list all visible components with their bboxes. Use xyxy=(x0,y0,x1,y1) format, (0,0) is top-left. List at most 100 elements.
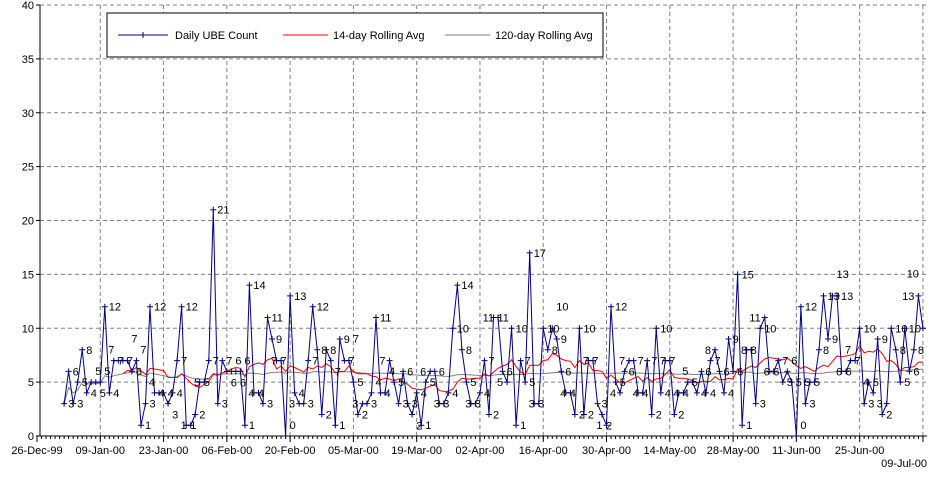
data-label: 4 xyxy=(484,388,490,400)
data-label: 10 xyxy=(907,268,919,280)
data-point-marker xyxy=(133,357,140,364)
data-point-marker xyxy=(861,400,868,407)
data-label: 6 xyxy=(737,366,743,378)
data-label: 7 xyxy=(131,334,137,346)
data-label: 7 xyxy=(271,356,277,368)
y-tick-label: 30 xyxy=(22,108,34,120)
data-label: 21 xyxy=(217,205,229,217)
data-label: 6 xyxy=(705,366,711,378)
data-label: 6 xyxy=(240,377,246,389)
data-point-marker xyxy=(784,368,791,375)
legend-label-120day: 120-day Rolling Avg xyxy=(495,30,593,42)
data-label: 5 xyxy=(204,377,210,389)
data-label: 9 xyxy=(882,334,888,346)
data-label: 3 xyxy=(172,410,178,422)
data-label: 6 xyxy=(913,366,919,378)
data-point-marker xyxy=(815,346,822,353)
data-label: 14 xyxy=(253,280,265,292)
data-point-marker xyxy=(192,411,199,418)
data-label: 3 xyxy=(150,399,156,411)
data-point-marker xyxy=(811,379,818,386)
data-label: 3 xyxy=(809,399,815,411)
data-point-marker xyxy=(553,336,560,343)
data-label: 8 xyxy=(751,345,757,357)
data-label: 7 xyxy=(281,356,287,368)
data-label: 13 xyxy=(828,291,840,303)
data-point-marker xyxy=(463,379,470,386)
x-tick-label: 09-Jan-00 xyxy=(76,445,126,457)
data-point-marker xyxy=(291,389,298,396)
data-label: 4 xyxy=(149,377,155,389)
data-label: 0 xyxy=(800,420,806,432)
data-point-marker xyxy=(779,379,786,386)
data-point-marker xyxy=(124,357,131,364)
data-label: 1 xyxy=(190,420,196,432)
data-point-marker xyxy=(788,379,795,386)
data-label: 3 xyxy=(760,399,766,411)
data-label: 7 xyxy=(118,356,124,368)
data-point-marker xyxy=(314,346,321,353)
data-point-marker xyxy=(178,303,185,310)
data-label: 2 xyxy=(606,420,612,432)
data-point-marker xyxy=(332,422,339,429)
x-tick-label: 28-May-00 xyxy=(707,445,760,457)
data-point-marker xyxy=(260,400,266,407)
data-point-marker xyxy=(603,422,610,429)
data-label: 1 xyxy=(181,420,187,432)
data-label: 7 xyxy=(855,356,861,368)
data-point-marker xyxy=(264,314,271,321)
x-tick-label: 06-Feb-00 xyxy=(201,445,252,457)
data-point-marker xyxy=(305,357,312,364)
data-point-marker xyxy=(287,292,294,299)
data-label: 10 xyxy=(864,323,876,335)
data-label: 7 xyxy=(213,356,219,368)
data-point-marker xyxy=(544,346,551,353)
data-label: 10 xyxy=(583,323,595,335)
data-label: 4 xyxy=(91,388,97,400)
data-point-marker xyxy=(336,336,343,343)
data-label: 5 xyxy=(814,377,820,389)
data-label: 4 xyxy=(258,388,264,400)
data-point-marker xyxy=(445,389,452,396)
data-label: 13 xyxy=(902,291,914,303)
data-point-marker xyxy=(770,368,777,375)
data-point-marker xyxy=(160,389,167,396)
data-label: 3 xyxy=(602,399,608,411)
data-label: 8 xyxy=(321,345,327,357)
data-label: 2 xyxy=(326,409,332,421)
data-point-marker xyxy=(630,357,637,364)
data-label: 4 xyxy=(113,388,119,400)
data-label: 8 xyxy=(552,345,558,357)
data-label: 2 xyxy=(416,420,422,432)
data-point-marker xyxy=(856,325,863,332)
data-point-marker xyxy=(345,357,352,364)
data-point-marker xyxy=(318,411,325,418)
data-label: 1 xyxy=(746,420,752,432)
data-label: 8 xyxy=(466,345,472,357)
data-point-marker xyxy=(802,400,809,407)
data-point-marker xyxy=(874,336,881,343)
data-point-marker xyxy=(476,389,483,396)
data-point-marker xyxy=(761,314,768,321)
data-point-marker xyxy=(906,368,913,375)
data-point-marker xyxy=(892,346,899,353)
data-point-marker xyxy=(174,357,181,364)
data-label: 10 xyxy=(909,323,921,335)
x-tick-label: 09-Jul-00 xyxy=(881,458,927,470)
data-label: 2 xyxy=(579,409,585,421)
data-label: 6 xyxy=(629,366,635,378)
data-label: 7 xyxy=(592,356,598,368)
data-point-marker xyxy=(698,368,705,375)
data-point-marker xyxy=(449,325,456,332)
data-label: 3 xyxy=(434,399,440,411)
data-label: 10 xyxy=(660,323,672,335)
data-label: 1 xyxy=(596,420,602,432)
data-point-marker xyxy=(739,422,746,429)
data-label: 4 xyxy=(452,388,458,400)
data-label: 11 xyxy=(483,313,494,325)
data-label: 5 xyxy=(796,377,802,389)
data-point-marker xyxy=(418,422,425,429)
data-label: 1 xyxy=(145,420,151,432)
data-label: 4 xyxy=(421,388,427,400)
